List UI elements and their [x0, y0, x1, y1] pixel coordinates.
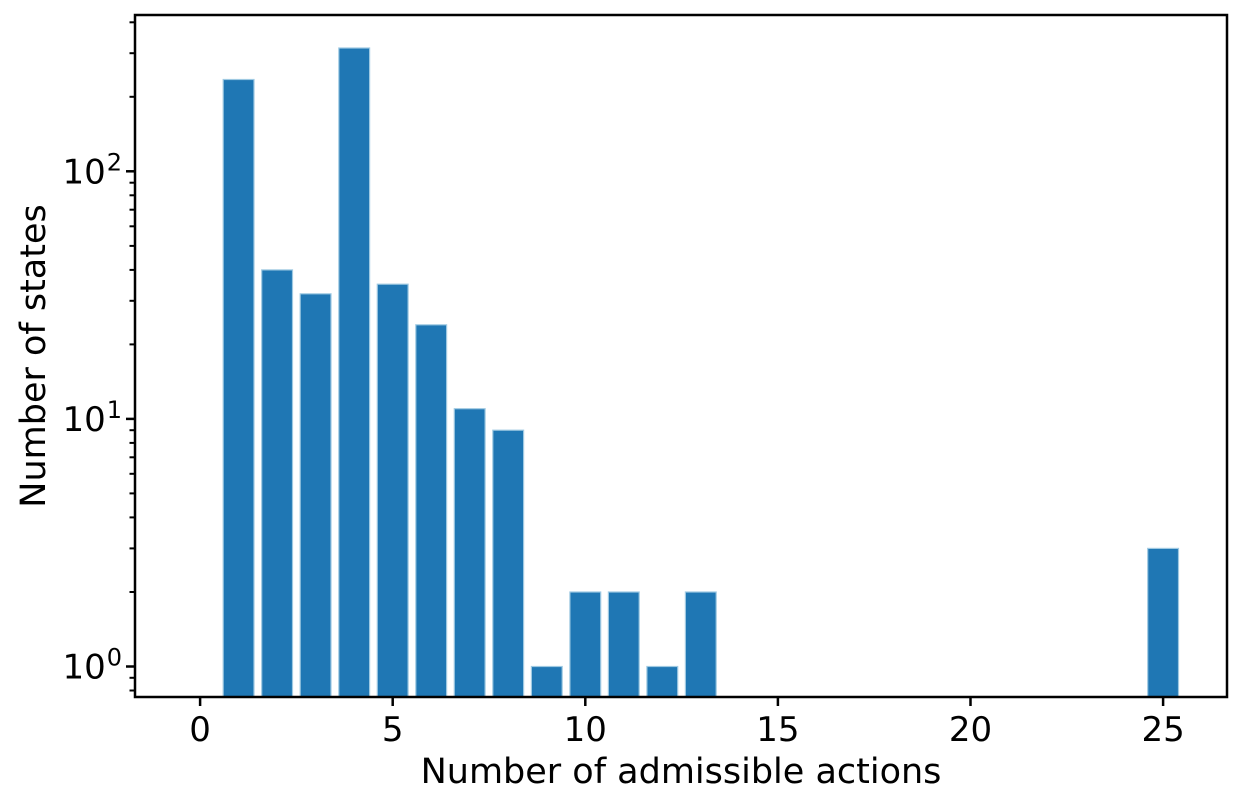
- bar-x6: [415, 324, 448, 698]
- bar-x9: [530, 665, 563, 698]
- tick-labels-group: 0 5 10 15 20 25 100 101 102: [62, 148, 1184, 750]
- y-tick-label-10: 101: [62, 396, 122, 440]
- bar-x8: [492, 429, 525, 698]
- x-tick-label-5: 5: [382, 710, 404, 750]
- x-tick-label-0: 0: [189, 710, 211, 750]
- x-tick-label-15: 15: [756, 710, 799, 750]
- plot-frame: [133, 13, 1229, 699]
- y-tick-label-1: 100: [62, 644, 122, 688]
- bar-x12: [646, 665, 679, 698]
- bar-x4: [338, 47, 371, 698]
- x-tick-label-25: 25: [1141, 710, 1184, 750]
- bar-x11: [607, 591, 640, 698]
- x-axis-label: Number of admissible actions: [421, 752, 942, 792]
- y-axis-label: Number of states: [14, 204, 54, 507]
- x-tick-label-20: 20: [949, 710, 992, 750]
- bar-x2: [261, 269, 294, 698]
- bar-x3: [299, 293, 332, 698]
- bar-x7: [453, 408, 486, 698]
- bar-x25: [1147, 547, 1180, 698]
- bar-x10: [569, 591, 602, 698]
- bar-x13: [684, 591, 717, 698]
- bars-group: [222, 47, 1180, 698]
- y-tick-label-100: 102: [62, 148, 122, 192]
- x-tick-label-10: 10: [564, 710, 607, 750]
- bar-x1: [222, 78, 255, 698]
- bar-x5: [376, 283, 409, 698]
